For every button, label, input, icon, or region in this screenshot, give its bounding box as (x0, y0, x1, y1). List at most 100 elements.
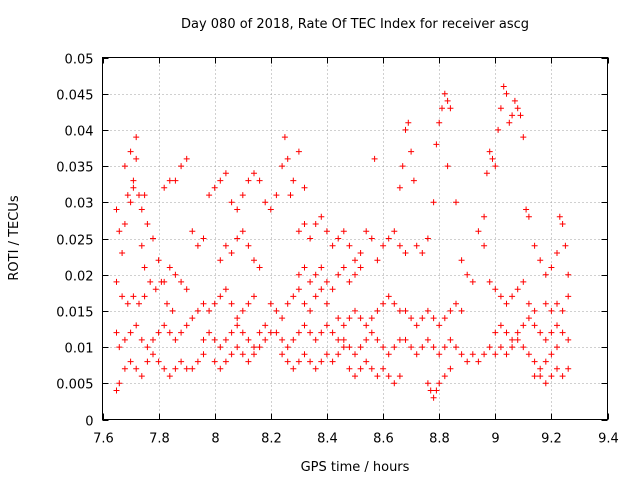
data-point (279, 315, 286, 322)
data-point (371, 155, 378, 162)
data-point (559, 373, 566, 380)
data-point (164, 300, 170, 307)
data-point (430, 344, 437, 351)
y-tick-label: 0.02 (65, 270, 94, 285)
data-point (405, 119, 412, 126)
y-tick-label: 0.03 (65, 197, 94, 212)
data-point (295, 286, 302, 293)
data-point (189, 228, 196, 235)
data-point (352, 307, 358, 314)
data-point (251, 293, 257, 300)
data-point (497, 105, 504, 112)
data-point (542, 271, 549, 278)
data-point (410, 177, 417, 184)
data-point (239, 307, 246, 314)
data-point (150, 336, 156, 343)
data-point (323, 300, 330, 307)
data-point (385, 235, 392, 242)
data-point (520, 344, 527, 351)
data-point (565, 293, 572, 300)
data-point (245, 177, 252, 184)
data-point (464, 358, 471, 365)
data-point (284, 344, 291, 351)
data-point (251, 344, 257, 351)
data-point (542, 300, 549, 307)
data-point (481, 351, 488, 358)
data-point (189, 365, 196, 372)
data-point (537, 373, 544, 380)
data-point (284, 358, 291, 365)
data-point (453, 199, 459, 206)
data-point (548, 307, 555, 314)
data-point (200, 300, 207, 307)
data-point (245, 300, 252, 307)
data-point (520, 134, 527, 141)
data-point (503, 90, 510, 97)
data-point (559, 329, 566, 336)
data-point (273, 307, 280, 314)
y-tick-label: 0.015 (56, 306, 93, 321)
data-point (514, 336, 521, 343)
data-point (211, 300, 218, 307)
data-point (385, 351, 392, 358)
data-point (503, 329, 510, 336)
data-point (385, 293, 392, 300)
data-point (234, 344, 241, 351)
data-point (486, 278, 493, 285)
data-point (161, 278, 168, 285)
data-point (217, 365, 224, 372)
data-point (155, 329, 162, 336)
data-point (483, 170, 490, 177)
data-point (458, 257, 465, 264)
data-point (514, 286, 521, 293)
data-point (548, 329, 555, 336)
data-point (323, 228, 330, 235)
data-point (481, 242, 488, 249)
data-point (430, 394, 437, 401)
data-point (424, 307, 431, 314)
data-point (514, 329, 521, 336)
y-tick-label: 0.005 (56, 378, 93, 393)
data-point (121, 163, 128, 170)
data-point (290, 365, 297, 372)
y-gridlines (102, 94, 608, 384)
data-point (228, 351, 235, 358)
data-point (357, 315, 364, 322)
data-point (441, 315, 448, 322)
data-point (396, 184, 403, 191)
data-point (166, 264, 173, 271)
data-point (121, 365, 128, 372)
data-point (234, 235, 241, 242)
data-point (413, 322, 420, 329)
data-point (531, 307, 538, 314)
data-point (444, 97, 451, 104)
data-point (335, 271, 342, 278)
data-point (531, 358, 538, 365)
data-point (287, 192, 294, 199)
data-point (121, 336, 128, 343)
data-point (113, 329, 120, 336)
data-point (559, 221, 566, 227)
y-tick-label: 0.01 (65, 342, 94, 357)
data-point (357, 365, 364, 372)
data-point (262, 322, 269, 329)
data-point (222, 336, 229, 343)
y-tick-label: 0 (85, 415, 93, 430)
data-point (251, 351, 257, 358)
data-point (357, 264, 364, 271)
data-point (537, 257, 544, 264)
data-point (329, 358, 336, 365)
data-point (374, 257, 381, 264)
data-point (424, 336, 431, 343)
x-tick-label: 7.6 (93, 432, 114, 447)
data-point (194, 358, 201, 365)
data-point (368, 315, 375, 322)
data-point (301, 322, 308, 329)
data-point (436, 380, 443, 387)
data-point (335, 336, 342, 343)
x-tick-label: 8.6 (373, 432, 394, 447)
data-point (340, 264, 347, 271)
data-point (318, 286, 325, 293)
data-point (166, 177, 173, 184)
data-point (323, 351, 330, 358)
